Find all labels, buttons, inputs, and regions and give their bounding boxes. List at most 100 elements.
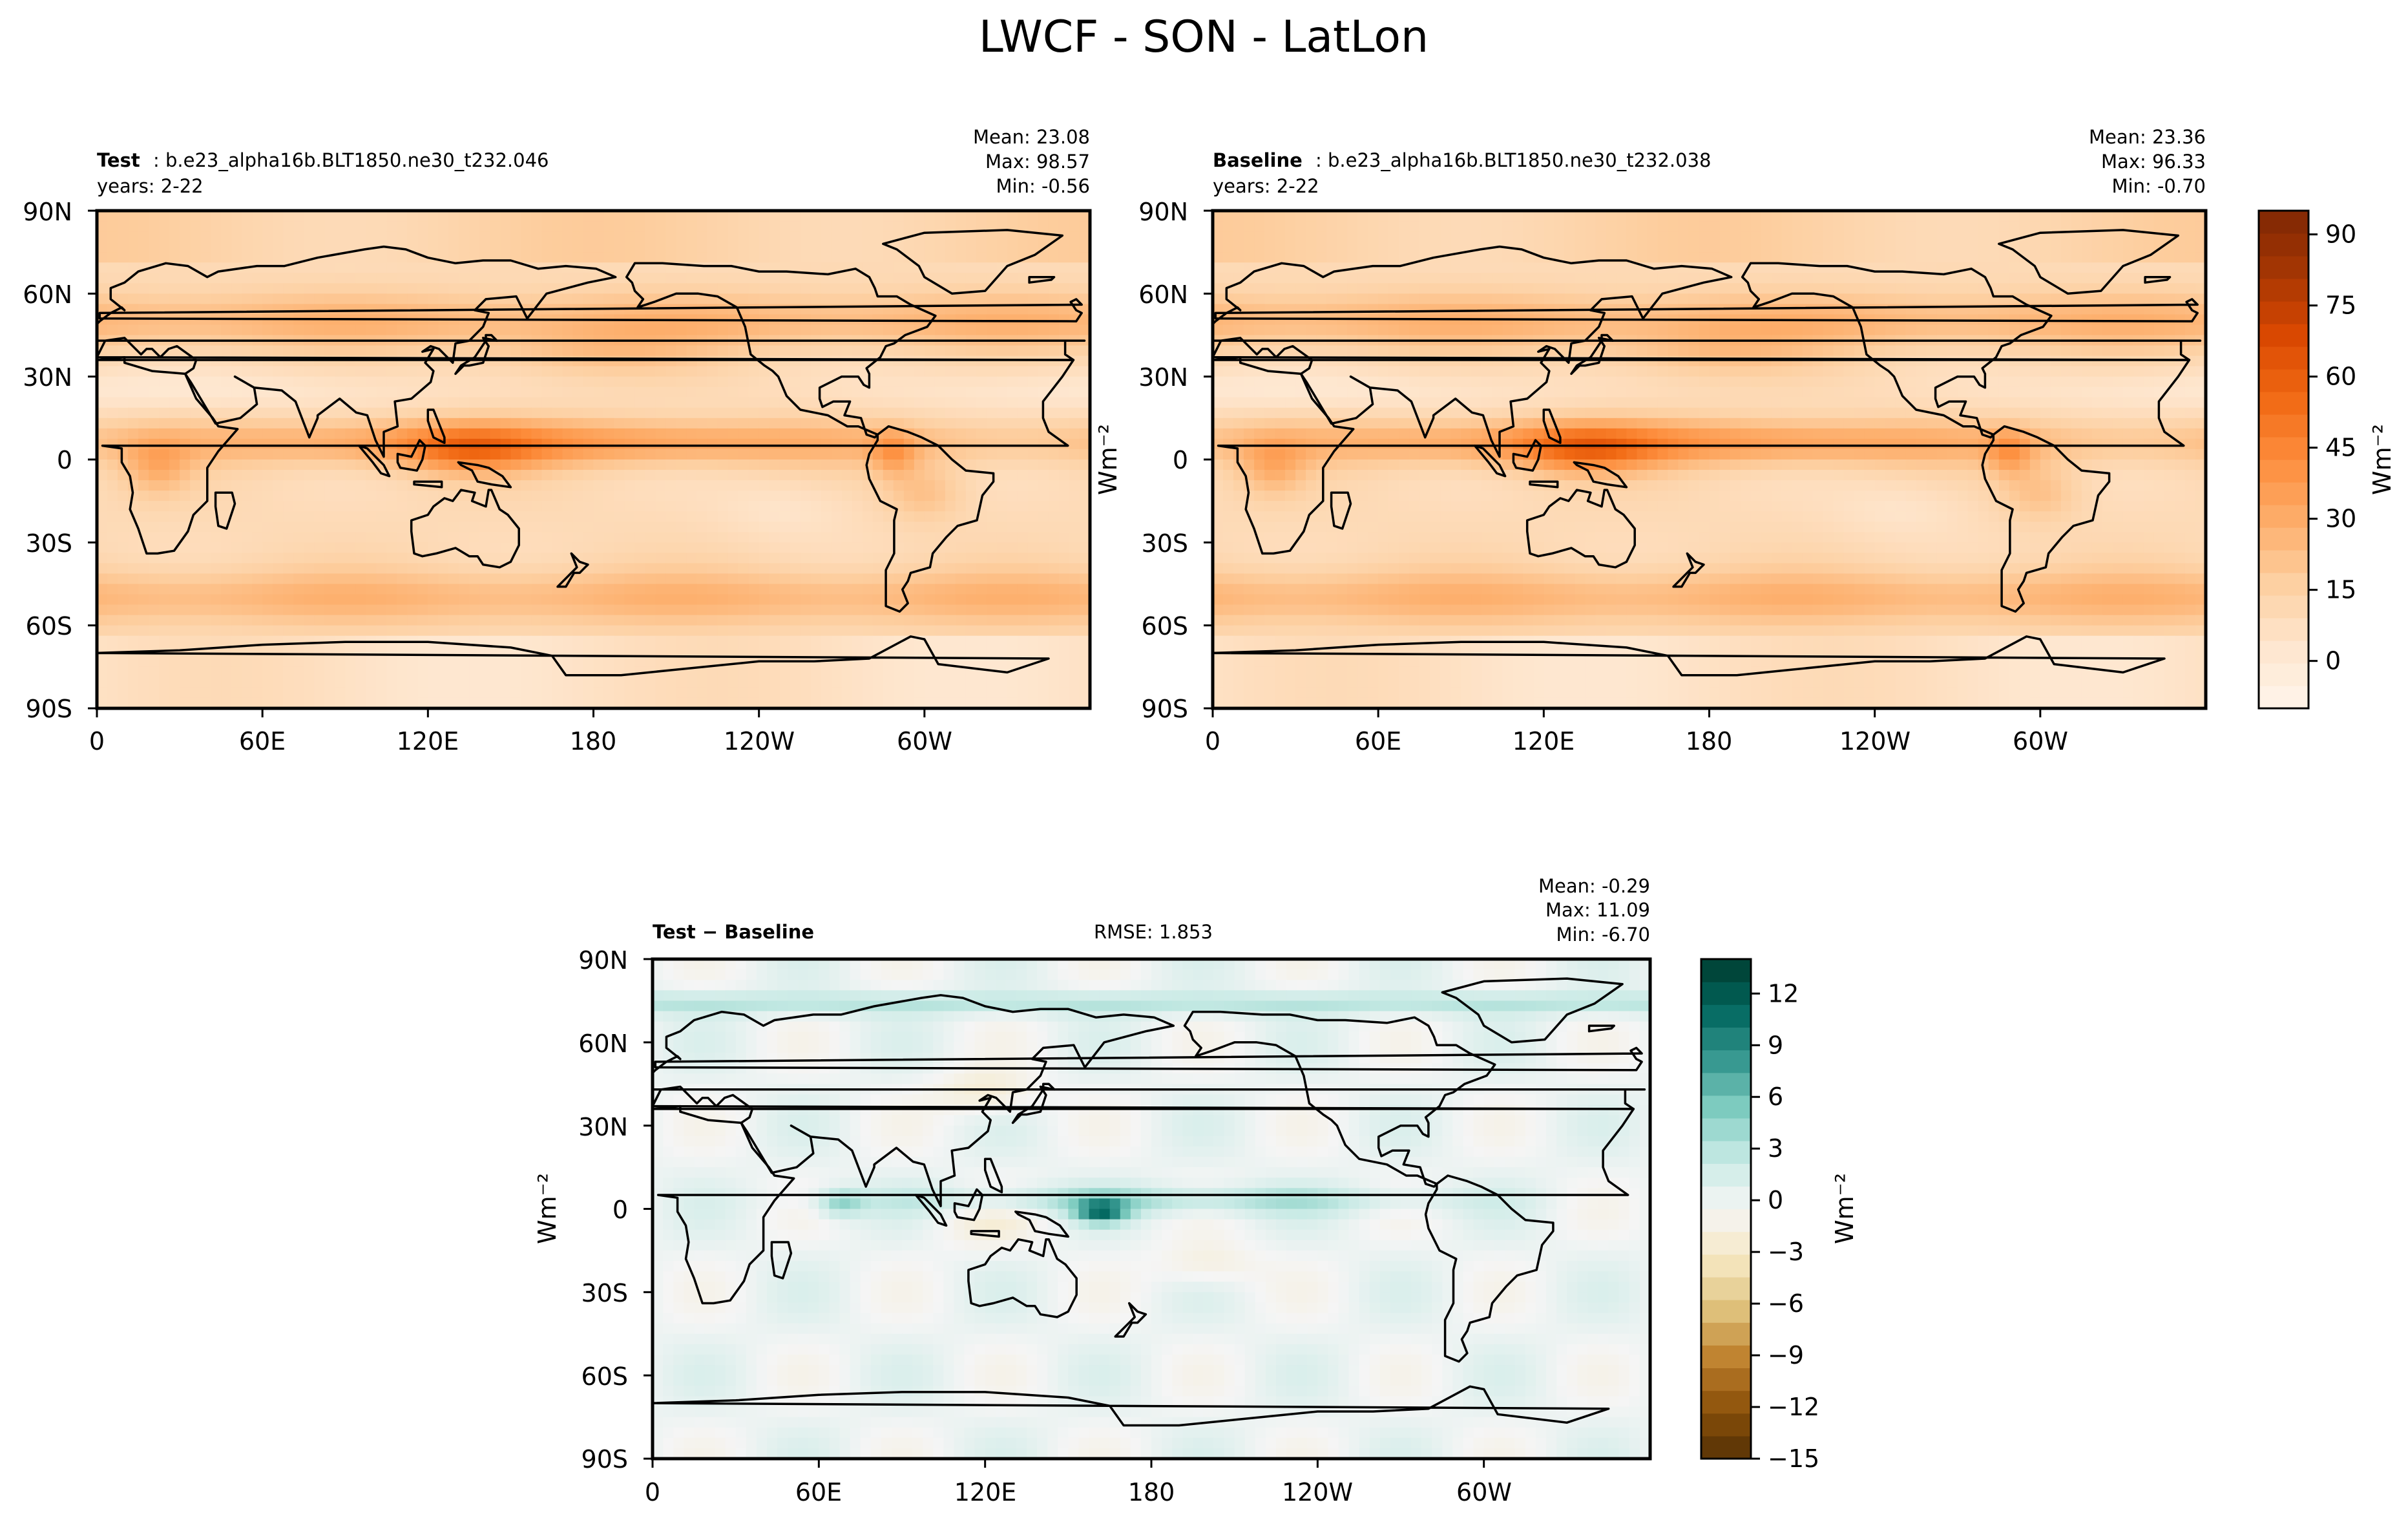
field-cell xyxy=(1017,697,1029,708)
field-cell xyxy=(211,293,222,304)
field-cell xyxy=(252,511,263,522)
field-cell xyxy=(335,211,346,222)
field-cell xyxy=(1378,221,1389,232)
field-cell xyxy=(510,491,522,502)
field-cell xyxy=(645,646,656,657)
field-cell xyxy=(1038,501,1049,512)
field-cell xyxy=(603,501,615,512)
field-cell xyxy=(448,697,459,708)
field-cell xyxy=(1069,428,1080,439)
field-cell xyxy=(190,687,201,699)
field-cell xyxy=(728,522,739,533)
field-cell xyxy=(945,625,956,637)
field-cell xyxy=(986,573,998,585)
field-cell xyxy=(572,221,584,232)
field-cell xyxy=(1295,211,1306,222)
field-cell xyxy=(1038,314,1049,326)
field-cell xyxy=(748,511,760,522)
field-cell xyxy=(97,428,108,439)
field-cell xyxy=(190,594,201,606)
field-cell xyxy=(707,625,718,637)
field-cell xyxy=(97,211,108,222)
field-cell xyxy=(572,511,584,522)
field-cell xyxy=(376,221,387,232)
field-cell xyxy=(748,417,760,429)
field-cell xyxy=(552,460,563,470)
field-cell xyxy=(397,252,408,263)
field-cell xyxy=(97,563,108,575)
field-cell xyxy=(676,625,687,637)
field-cell xyxy=(738,417,749,429)
field-cell xyxy=(386,656,397,668)
field-cell xyxy=(324,532,335,543)
field-cell xyxy=(810,231,822,242)
field-cell xyxy=(149,563,160,575)
field-cell xyxy=(1079,221,1090,232)
field-cell xyxy=(283,697,294,708)
field-cell xyxy=(490,283,501,294)
field-cell xyxy=(696,573,708,585)
field-cell xyxy=(655,687,667,699)
field-cell xyxy=(986,449,998,460)
field-cell xyxy=(293,687,304,699)
field-cell xyxy=(273,231,284,242)
field-cell xyxy=(1709,211,1721,222)
field-cell xyxy=(955,231,967,242)
field-cell xyxy=(831,221,843,232)
field-cell xyxy=(376,324,387,336)
field-cell xyxy=(107,532,118,543)
field-cell xyxy=(1761,231,1772,242)
field-cell xyxy=(593,324,605,336)
field-cell xyxy=(645,262,656,273)
field-cell xyxy=(510,231,522,242)
field-cell xyxy=(883,376,894,388)
field-cell xyxy=(903,397,915,408)
field-cell xyxy=(200,283,211,294)
field-cell xyxy=(562,697,574,708)
field-cell xyxy=(273,584,284,595)
field-cell xyxy=(945,677,956,688)
field-cell xyxy=(738,563,749,575)
field-cell xyxy=(779,604,791,616)
field-cell xyxy=(676,697,687,708)
field-cell xyxy=(562,563,574,575)
field-cell xyxy=(107,366,118,377)
field-cell xyxy=(510,283,522,294)
field-cell xyxy=(572,625,584,637)
field-cell xyxy=(624,573,636,585)
field-cell xyxy=(335,553,346,564)
field-cell xyxy=(1038,594,1049,606)
field-cell xyxy=(696,635,708,647)
field-cell xyxy=(914,376,925,388)
field-cell xyxy=(231,615,242,626)
field-cell xyxy=(262,262,273,273)
field-cell xyxy=(552,677,563,688)
field-cell xyxy=(852,666,863,678)
field-cell xyxy=(728,273,739,284)
field-cell xyxy=(976,480,987,491)
field-cell xyxy=(624,221,636,232)
field-cell xyxy=(686,470,698,481)
field-cell xyxy=(479,366,490,377)
field-cell xyxy=(531,231,543,242)
field-cell xyxy=(397,594,408,606)
field-cell xyxy=(800,355,811,367)
field-cell xyxy=(231,283,242,294)
field-cell xyxy=(1564,211,1575,222)
field-cell xyxy=(469,231,480,242)
field-cell xyxy=(459,283,470,294)
field-cell xyxy=(955,532,967,543)
field-cell xyxy=(883,397,894,408)
field-cell xyxy=(593,656,605,668)
field-cell xyxy=(903,646,915,657)
field-cell xyxy=(304,273,315,284)
field-cell xyxy=(1688,211,1700,222)
field-cell xyxy=(883,366,894,377)
field-cell xyxy=(376,231,387,242)
field-cell xyxy=(831,470,843,481)
field-cell xyxy=(1419,231,1430,242)
field-cell xyxy=(180,625,191,637)
field-cell xyxy=(634,501,646,512)
field-cell xyxy=(283,428,294,439)
field-cell xyxy=(1007,397,1018,408)
